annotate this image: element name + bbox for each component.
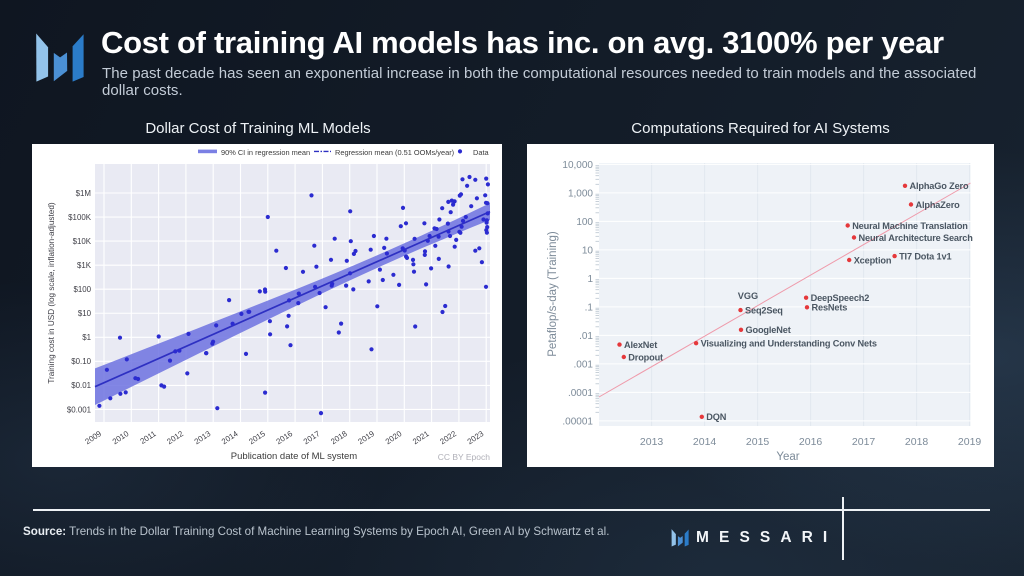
- svg-text:2014: 2014: [220, 429, 240, 446]
- svg-text:2011: 2011: [139, 429, 158, 446]
- svg-text:AlexNet: AlexNet: [624, 340, 657, 350]
- svg-text:2018: 2018: [905, 436, 929, 448]
- svg-text:.0001: .0001: [568, 388, 593, 399]
- svg-text:VGG: VGG: [738, 291, 758, 301]
- svg-text:$100: $100: [73, 285, 91, 294]
- svg-text:2019: 2019: [958, 436, 982, 448]
- svg-text:10: 10: [582, 245, 594, 256]
- svg-text:2009: 2009: [83, 429, 103, 446]
- svg-text:90% CI in regression mean: 90% CI in regression mean: [221, 148, 310, 157]
- svg-text:2015: 2015: [247, 429, 267, 446]
- svg-text:Visualizing and Understanding: Visualizing and Understanding Conv Nets: [701, 339, 877, 349]
- svg-text:10,000: 10,000: [562, 160, 593, 171]
- svg-text:Regression mean (0.51 OOMs/yea: Regression mean (0.51 OOMs/year): [335, 148, 454, 157]
- svg-text:Petaflop/s-day (Training): Petaflop/s-day (Training): [547, 231, 559, 357]
- svg-text:2022: 2022: [438, 429, 458, 446]
- svg-text:100: 100: [576, 217, 593, 228]
- svg-text:2016: 2016: [275, 429, 295, 446]
- svg-text:2012: 2012: [165, 429, 185, 446]
- svg-text:2013: 2013: [193, 429, 213, 446]
- svg-text:1: 1: [587, 274, 593, 285]
- svg-text:.00001: .00001: [562, 416, 593, 427]
- svg-text:$1K: $1K: [77, 261, 92, 270]
- svg-text:DeepSpeech2: DeepSpeech2: [811, 293, 870, 303]
- svg-text:Dropout: Dropout: [628, 352, 663, 362]
- svg-text:$0.01: $0.01: [71, 381, 91, 390]
- svg-text:2013: 2013: [640, 436, 664, 448]
- svg-text:Year: Year: [776, 451, 799, 463]
- svg-text:Neural Architecture Search: Neural Architecture Search: [859, 233, 974, 243]
- svg-text:AlphaGo Zero: AlphaGo Zero: [910, 181, 969, 191]
- svg-text:2017: 2017: [302, 429, 322, 446]
- svg-text:$10: $10: [78, 309, 92, 318]
- svg-text:Seq2Seq: Seq2Seq: [745, 306, 783, 316]
- svg-text:2023: 2023: [466, 429, 486, 446]
- svg-text:2017: 2017: [852, 436, 876, 448]
- svg-text:2010: 2010: [111, 429, 131, 446]
- svg-text:2020: 2020: [384, 429, 404, 446]
- svg-text:.1: .1: [585, 302, 594, 313]
- svg-text:AlphaZero: AlphaZero: [916, 200, 961, 210]
- svg-text:DQN: DQN: [706, 412, 726, 422]
- svg-text:Data: Data: [473, 148, 490, 157]
- svg-text:$1M: $1M: [76, 189, 91, 198]
- svg-text:$0.001: $0.001: [67, 405, 91, 414]
- svg-text:1,000: 1,000: [568, 188, 593, 199]
- svg-text:Training cost in USD (log scal: Training cost in USD (log scale, inflati…: [47, 202, 56, 384]
- svg-text:Xception: Xception: [854, 255, 892, 265]
- svg-text:2015: 2015: [746, 436, 770, 448]
- svg-text:2019: 2019: [356, 429, 376, 446]
- svg-text:2018: 2018: [329, 429, 349, 446]
- svg-text:Publication date of ML system: Publication date of ML system: [231, 451, 357, 462]
- svg-text:2021: 2021: [411, 429, 431, 446]
- svg-text:$100K: $100K: [68, 213, 92, 222]
- svg-text:$0.10: $0.10: [71, 357, 91, 366]
- svg-text:TI7 Dota 1v1: TI7 Dota 1v1: [899, 252, 951, 262]
- svg-text:2014: 2014: [693, 436, 717, 448]
- svg-text:ResNets: ResNets: [812, 303, 848, 313]
- svg-text:.001: .001: [574, 359, 594, 370]
- svg-text:GoogleNet: GoogleNet: [746, 325, 791, 335]
- svg-text:CC BY Epoch: CC BY Epoch: [438, 452, 491, 462]
- svg-text:2016: 2016: [799, 436, 823, 448]
- svg-text:.01: .01: [579, 331, 593, 342]
- svg-text:$1: $1: [82, 333, 91, 342]
- svg-text:Neural Machine Translation: Neural Machine Translation: [852, 221, 968, 231]
- svg-text:$10K: $10K: [73, 237, 92, 246]
